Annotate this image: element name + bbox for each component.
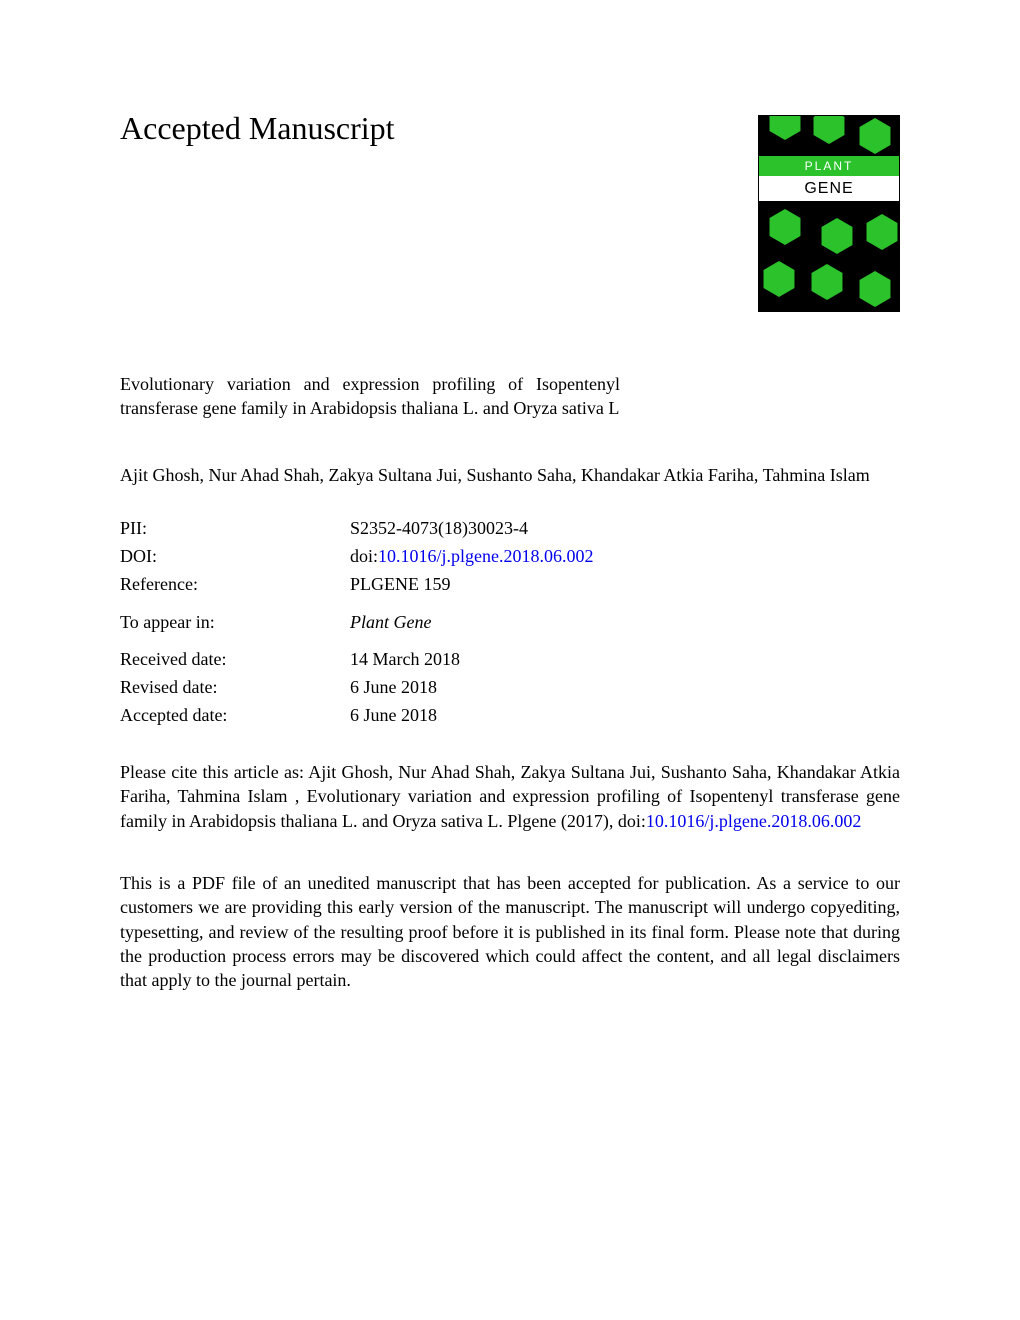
metadata-row-revised: Revised date: 6 June 2018 <box>120 674 900 702</box>
cover-band-plant: PLANT <box>759 156 899 176</box>
doi-link[interactable]: 10.1016/j.plgene.2018.06.002 <box>378 546 593 566</box>
doi-prefix: doi: <box>350 546 378 566</box>
metadata-value: Plant Gene <box>350 609 900 637</box>
hexagon-icon <box>857 118 893 154</box>
metadata-value: 6 June 2018 <box>350 674 900 702</box>
metadata-row-reference: Reference: PLGENE 159 <box>120 571 900 599</box>
metadata-value: S2352-4073(18)30023-4 <box>350 515 900 543</box>
metadata-value: 14 March 2018 <box>350 646 900 674</box>
metadata-value: 6 June 2018 <box>350 702 900 730</box>
hexagon-icon <box>819 218 855 254</box>
cover-band-gene: GENE <box>759 176 899 201</box>
metadata-table: PII: S2352-4073(18)30023-4 DOI: doi:10.1… <box>120 515 900 730</box>
hexagon-icon <box>811 115 847 144</box>
metadata-label: Accepted date: <box>120 702 350 730</box>
metadata-row-appear: To appear in: Plant Gene <box>120 609 900 637</box>
metadata-value: doi:10.1016/j.plgene.2018.06.002 <box>350 543 900 571</box>
metadata-label: PII: <box>120 515 350 543</box>
journal-cover-image: PLANT GENE <box>758 115 900 312</box>
metadata-label: Revised date: <box>120 674 350 702</box>
hexagon-icon <box>857 271 893 307</box>
disclaimer-text: This is a PDF file of an unedited manusc… <box>120 871 900 992</box>
metadata-label: DOI: <box>120 543 350 571</box>
authors-list: Ajit Ghosh, Nur Ahad Shah, Zakya Sultana… <box>120 463 900 487</box>
page-heading: Accepted Manuscript <box>120 110 395 147</box>
metadata-row-accepted: Accepted date: 6 June 2018 <box>120 702 900 730</box>
metadata-row-received: Received date: 14 March 2018 <box>120 646 900 674</box>
metadata-value: PLGENE 159 <box>350 571 900 599</box>
metadata-label: Reference: <box>120 571 350 599</box>
citation-text: Please cite this article as: Ajit Ghosh,… <box>120 760 900 833</box>
metadata-row-pii: PII: S2352-4073(18)30023-4 <box>120 515 900 543</box>
metadata-label: To appear in: <box>120 609 350 637</box>
metadata-label: Received date: <box>120 646 350 674</box>
hexagon-icon <box>767 115 803 140</box>
hexagon-icon <box>761 261 797 297</box>
hexagon-icon <box>767 209 803 245</box>
hexagon-icon <box>864 214 900 250</box>
citation-doi-link[interactable]: 10.1016/j.plgene.2018.06.002 <box>646 811 861 831</box>
metadata-row-doi: DOI: doi:10.1016/j.plgene.2018.06.002 <box>120 543 900 571</box>
article-title: Evolutionary variation and expression pr… <box>120 372 620 421</box>
hexagon-icon <box>809 264 845 300</box>
